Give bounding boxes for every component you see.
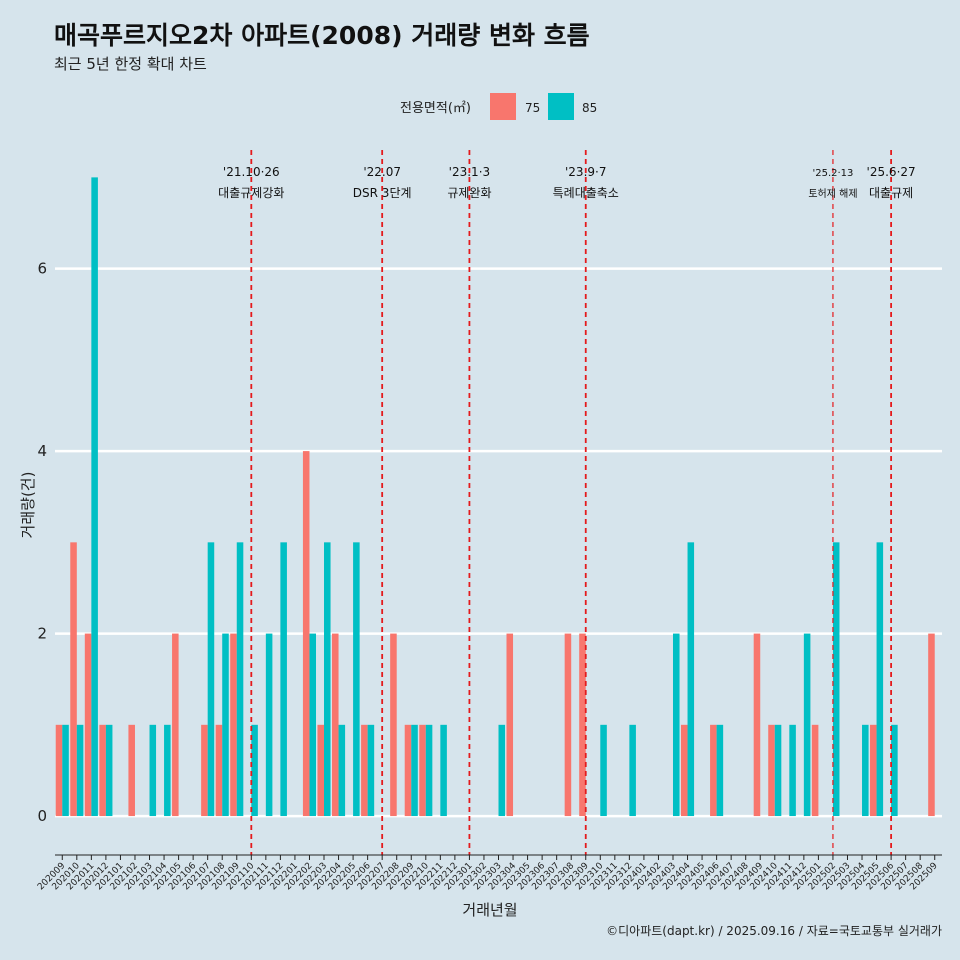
bar-75-202501 — [811, 724, 819, 817]
chart-title: 매곡푸르지오2차 아파트(2008) 거래량 변화 흐름 — [54, 21, 590, 50]
annotation-date: '25.2·13 — [812, 168, 853, 179]
bar-85-202009 — [62, 724, 69, 817]
bar-75-202208 — [390, 633, 397, 817]
bar-85-202303 — [498, 724, 506, 817]
policy-annotations: '21.10·26 대출규제강화 '22.07 DSR 3단계 '23.1·3 규제완화 '… — [218, 150, 916, 855]
bar-85-202012 — [105, 724, 113, 817]
annotation-label: 토허제 해제 — [808, 187, 857, 200]
bar-75-202509 — [928, 633, 935, 817]
bars — [55, 177, 935, 817]
bar-75-202304 — [506, 633, 514, 817]
y-axis-ticks: 0 2 4 6 — [37, 260, 47, 825]
bar-75-202309 — [579, 633, 586, 817]
annotation-date: '25.6·27 — [867, 165, 916, 179]
bar-85-202310 — [600, 724, 607, 817]
bar-85-202406 — [716, 724, 724, 817]
y-tick-label: 6 — [37, 260, 47, 278]
legend-swatch-75 — [490, 93, 516, 120]
legend-swatch-85 — [548, 93, 574, 120]
bar-75-202404 — [680, 724, 688, 817]
bar-85-202411 — [789, 724, 796, 817]
bar-85-202504 — [862, 724, 869, 817]
bar-75-202108 — [215, 724, 223, 817]
annotation-date: '23.9·7 — [565, 165, 606, 179]
x-axis: 2020092020102020112020122021012021022021… — [36, 854, 942, 892]
bar-85-202410 — [774, 724, 782, 817]
bar-75-202109 — [230, 633, 237, 817]
bar-75-202206 — [361, 724, 368, 817]
bar-75-202505 — [870, 724, 877, 817]
bar-85-202109 — [236, 542, 244, 817]
bar-85-202506 — [891, 724, 898, 817]
bar-85-202505 — [876, 542, 884, 817]
bar-75-202105 — [172, 633, 179, 817]
bar-75-202406 — [710, 724, 717, 817]
bar-85-202108 — [222, 633, 229, 817]
annotation-label: DSR 3단계 — [353, 186, 412, 200]
y-axis-label: 거래량(건) — [19, 472, 37, 539]
bar-85-202502 — [832, 542, 840, 817]
bar-75-202012 — [99, 724, 106, 817]
bar-85-202205 — [353, 542, 360, 817]
bar-85-202203 — [324, 542, 331, 817]
chart-subtitle: 최근 5년 한정 확대 차트 — [54, 55, 207, 73]
bar-85-202111 — [265, 633, 273, 817]
bar-85-202210 — [425, 724, 433, 817]
caption: ©디아파트(dapt.kr) / 2025.09.16 / 자료=국토교통부 실… — [606, 924, 942, 938]
annotation-label: 규제완화 — [447, 186, 491, 200]
bar-85-202104 — [164, 724, 171, 817]
legend: 전용면적(㎡) 75 85 — [400, 93, 597, 120]
bar-85-202404 — [687, 542, 695, 817]
bar-85-202110 — [251, 724, 258, 817]
bar-85-202312 — [629, 724, 636, 817]
x-axis-label: 거래년월 — [462, 901, 517, 919]
bar-75-202009 — [55, 724, 63, 817]
annotation-date: '22.07 — [363, 165, 401, 179]
bar-75-202409 — [753, 633, 761, 817]
bar-75-202308 — [564, 633, 572, 817]
bar-85-202209 — [411, 724, 418, 817]
bar-85-202112 — [280, 542, 287, 817]
bar-85-202412 — [803, 633, 811, 817]
bar-75-202410 — [768, 724, 775, 817]
bar-85-202202 — [309, 633, 317, 817]
annotation-date: '21.10·26 — [223, 165, 280, 179]
bar-85-202010 — [76, 724, 84, 817]
y-tick-label: 0 — [37, 807, 47, 825]
bar-75-202202 — [302, 451, 310, 817]
legend-label-85: 85 — [582, 101, 597, 115]
annotation-date: '23.1·3 — [449, 165, 490, 179]
annotation-label: 대출규제강화 — [218, 186, 284, 200]
bar-75-202011 — [84, 633, 92, 817]
bar-75-202204 — [332, 633, 339, 817]
bar-85-202206 — [367, 724, 375, 817]
y-tick-label: 2 — [37, 625, 47, 643]
bar-75-202210 — [419, 724, 426, 817]
legend-label-75: 75 — [525, 101, 540, 115]
bar-75-202107 — [201, 724, 208, 817]
annotation-label: 대출규제 — [869, 186, 913, 200]
bar-75-202209 — [404, 724, 412, 817]
annotation-label: 특례대출축소 — [553, 186, 619, 200]
bar-85-202211 — [440, 724, 447, 817]
y-tick-label: 4 — [37, 442, 47, 460]
bar-85-202204 — [338, 724, 346, 817]
bar-75-202010 — [70, 542, 77, 817]
bar-85-202011 — [91, 177, 98, 817]
bar-75-202102 — [128, 724, 135, 817]
legend-title: 전용면적(㎡) — [400, 101, 471, 116]
bar-85-202107 — [207, 542, 215, 817]
bar-85-202103 — [149, 724, 157, 817]
bar-75-202203 — [317, 724, 325, 817]
bar-85-202403 — [672, 633, 680, 817]
